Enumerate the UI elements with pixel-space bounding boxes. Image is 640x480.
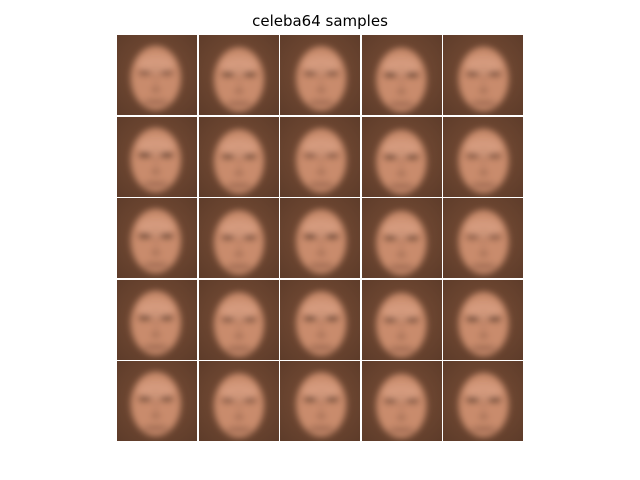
sample-tile: [198, 279, 279, 360]
sample-tile: [117, 279, 197, 360]
sample-tile: [361, 116, 442, 197]
face-sample-image: [443, 361, 523, 441]
face-sample-image: [280, 279, 360, 360]
sample-tile: [443, 198, 523, 278]
face-sample-image: [280, 198, 360, 278]
face-sample-image: [443, 116, 523, 197]
face-sample-image: [361, 198, 442, 278]
figure-title: celeba64 samples: [252, 12, 388, 30]
sample-tile: [198, 116, 279, 197]
face-sample-image: [198, 35, 279, 115]
face-sample-image: [198, 116, 279, 197]
sample-tile: [443, 361, 523, 441]
sample-tile: [280, 198, 360, 278]
face-sample-image: [198, 279, 279, 360]
face-sample-image: [361, 279, 442, 360]
face-sample-image: [443, 35, 523, 115]
face-sample-image: [443, 198, 523, 278]
face-sample-image: [280, 35, 360, 115]
face-sample-image: [117, 279, 197, 360]
sample-tile: [117, 361, 197, 441]
sample-tile: [198, 198, 279, 278]
sample-tile: [361, 361, 442, 441]
sample-grid: [117, 35, 523, 441]
face-sample-image: [280, 361, 360, 441]
sample-tile: [361, 279, 442, 360]
sample-tile: [117, 198, 197, 278]
face-sample-image: [117, 35, 197, 115]
sample-tile: [361, 35, 442, 115]
face-sample-image: [117, 116, 197, 197]
face-sample-image: [198, 198, 279, 278]
sample-tile: [361, 198, 442, 278]
sample-tile: [280, 35, 360, 115]
sample-tile: [443, 116, 523, 197]
sample-tile: [280, 361, 360, 441]
sample-tile: [198, 35, 279, 115]
sample-tile: [117, 116, 197, 197]
face-sample-image: [443, 279, 523, 360]
face-sample-image: [198, 361, 279, 441]
face-sample-image: [117, 198, 197, 278]
face-sample-image: [361, 35, 442, 115]
sample-tile: [280, 116, 360, 197]
sample-tile: [198, 361, 279, 441]
sample-tile: [117, 35, 197, 115]
sample-tile: [443, 279, 523, 360]
face-sample-image: [280, 116, 360, 197]
face-sample-image: [117, 361, 197, 441]
sample-tile: [280, 279, 360, 360]
face-sample-image: [361, 116, 442, 197]
sample-tile: [443, 35, 523, 115]
face-sample-image: [361, 361, 442, 441]
